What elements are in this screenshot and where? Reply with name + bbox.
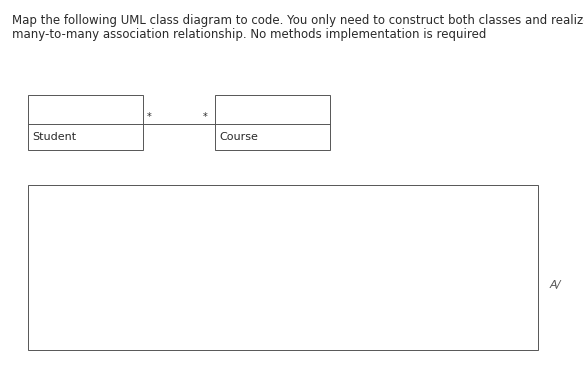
- Text: Student: Student: [32, 132, 76, 142]
- Text: Course: Course: [219, 132, 258, 142]
- Text: Map the following UML class diagram to code. You only need to construct both cla: Map the following UML class diagram to c…: [12, 14, 584, 27]
- Bar: [28, 185, 538, 350]
- Text: *: *: [203, 112, 208, 122]
- Text: A/: A/: [550, 280, 561, 290]
- Text: *: *: [147, 112, 152, 122]
- Bar: [215, 95, 330, 150]
- Text: many-to-many association relationship. No methods implementation is required: many-to-many association relationship. N…: [12, 28, 486, 41]
- Bar: [28, 95, 143, 150]
